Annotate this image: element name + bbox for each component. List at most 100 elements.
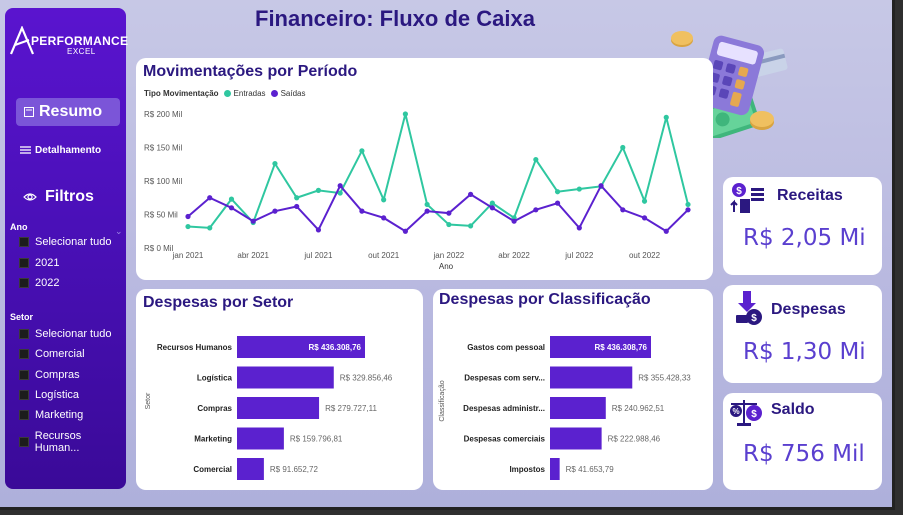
filter-group-setor-label: Setor	[10, 312, 34, 322]
data-point[interactable]	[207, 225, 213, 231]
data-point[interactable]	[424, 208, 430, 214]
data-point[interactable]	[685, 207, 691, 213]
line-chart-card: Movimentações por Período Tipo Movimenta…	[136, 58, 713, 280]
svg-text:$: $	[736, 186, 742, 197]
checkbox[interactable]	[19, 370, 29, 380]
bar[interactable]	[550, 458, 560, 480]
data-point[interactable]	[315, 187, 322, 193]
checkbox[interactable]	[19, 237, 29, 247]
data-point[interactable]	[620, 207, 626, 213]
data-point[interactable]	[576, 225, 582, 231]
checkbox[interactable]	[19, 258, 29, 268]
data-point[interactable]	[381, 197, 387, 203]
bar[interactable]	[237, 458, 264, 480]
legend-title: Tipo Movimentação	[144, 89, 219, 98]
data-point[interactable]	[207, 195, 213, 201]
data-point[interactable]	[315, 227, 322, 233]
chevron-down-icon[interactable]: ⌄	[115, 226, 123, 236]
filter-setor-comercial[interactable]: Comercial	[19, 348, 85, 360]
bar-category-label: Impostos	[509, 465, 545, 474]
x-axis-label: Ano	[439, 262, 454, 271]
filters-title: Filtros	[45, 188, 94, 205]
checkbox[interactable]	[19, 410, 29, 420]
filter-setor-rh[interactable]: Recursos Human...	[19, 430, 126, 454]
checkbox[interactable]	[19, 437, 29, 447]
bar[interactable]	[550, 366, 633, 389]
checkbox[interactable]	[19, 329, 29, 339]
line-chart[interactable]: R$ 0 Mil R$ 50 Mil R$ 100 Mil R$ 150 Mil R$ …	[136, 98, 713, 280]
bar-category-label: Despesas administr...	[463, 404, 545, 413]
data-point[interactable]	[294, 195, 300, 201]
class-bar-card: Despesas por Classificação Gastos com pe…	[433, 289, 713, 490]
data-point[interactable]	[359, 208, 365, 214]
class-bar-chart[interactable]: Gastos com pessoal R$ 436.308,76Despesas …	[433, 289, 713, 490]
bar[interactable]	[237, 397, 320, 419]
data-point[interactable]	[641, 215, 648, 221]
data-point[interactable]	[446, 221, 452, 228]
filter-setor-compras[interactable]: Compras	[19, 369, 80, 381]
data-point[interactable]	[402, 228, 408, 234]
logo-text: PERFORMANCE	[31, 34, 129, 48]
data-point[interactable]	[359, 148, 365, 154]
filter-ano-2021[interactable]: 2021	[19, 257, 59, 269]
data-point[interactable]	[489, 200, 495, 206]
data-point[interactable]	[272, 160, 278, 167]
filter-setor-logistica[interactable]: Logística	[19, 389, 79, 401]
data-point[interactable]	[272, 208, 278, 214]
data-point[interactable]	[337, 183, 343, 189]
data-point[interactable]	[554, 189, 561, 195]
filter-setor-select-all[interactable]: Selecionar tudo	[19, 328, 111, 340]
data-point[interactable]	[446, 210, 452, 216]
series-line-saidas[interactable]	[187, 183, 689, 233]
bar[interactable]	[237, 427, 284, 450]
data-point[interactable]	[685, 201, 691, 208]
data-point[interactable]	[511, 218, 517, 224]
data-point[interactable]	[533, 207, 539, 213]
bar-value-label: R$ 279.727,11	[325, 404, 377, 413]
nav-resumo-button[interactable]: Resumo	[16, 98, 120, 126]
setor-bar-card: Despesas por Setor Recursos Humanos R$ 43…	[136, 289, 423, 490]
data-point[interactable]	[337, 190, 343, 196]
data-point[interactable]	[641, 198, 648, 204]
data-point[interactable]	[598, 183, 604, 189]
data-point[interactable]	[489, 205, 495, 211]
data-point[interactable]	[402, 111, 408, 117]
checkbox[interactable]	[19, 390, 29, 400]
data-point[interactable]	[533, 156, 539, 163]
filter-setor-marketing[interactable]: Marketing	[19, 409, 83, 421]
filter-ano-select-all[interactable]: Selecionar tudo	[19, 236, 111, 248]
data-point[interactable]	[468, 191, 474, 197]
data-point[interactable]	[250, 218, 256, 224]
data-point[interactable]	[663, 114, 669, 120]
data-point[interactable]	[185, 213, 191, 220]
data-point[interactable]	[228, 205, 235, 211]
x-tick-label: jan 2021	[172, 251, 204, 260]
data-point[interactable]	[424, 201, 430, 208]
data-point[interactable]	[576, 186, 582, 192]
setor-bar-chart[interactable]: Recursos Humanos R$ 436.308,76 Logística R$…	[136, 289, 423, 490]
series-line-entradas[interactable]	[187, 113, 689, 229]
bar[interactable]	[237, 366, 334, 389]
data-point[interactable]	[554, 200, 561, 206]
data-point[interactable]	[185, 223, 191, 230]
bar-category-label: Marketing	[194, 435, 232, 444]
bar[interactable]	[550, 336, 651, 358]
nav-detalhamento-button[interactable]: Detalhamento	[16, 138, 124, 162]
checkbox[interactable]	[19, 349, 29, 359]
legend-saidas-label[interactable]: Saídas	[280, 89, 306, 98]
data-point[interactable]	[294, 203, 300, 210]
data-point[interactable]	[381, 215, 387, 221]
checkbox[interactable]	[19, 278, 29, 288]
data-point[interactable]	[663, 228, 669, 234]
bar[interactable]	[237, 336, 365, 358]
data-point[interactable]	[468, 223, 474, 229]
nav-resumo-label: Resumo	[39, 103, 103, 120]
data-point[interactable]	[228, 196, 235, 202]
filter-ano-2022[interactable]: 2022	[19, 277, 59, 289]
filter-item-label: Selecionar tudo	[35, 328, 112, 340]
logo-mark-icon	[9, 26, 35, 55]
legend-entradas-label[interactable]: Entradas	[233, 89, 266, 98]
bar[interactable]	[550, 397, 606, 419]
data-point[interactable]	[620, 144, 626, 151]
bar[interactable]	[550, 427, 602, 450]
